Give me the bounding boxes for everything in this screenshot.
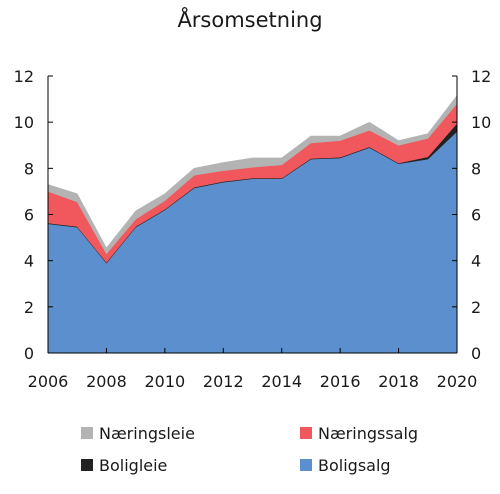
y-tick-label-left: 12 [14,67,34,86]
axes: 0 0 2 2 4 4 6 6 8 8 10 10 12 12 2006 2008 2010 2012 2014 20… [14,67,492,391]
legend-swatch-boligleie [81,459,93,471]
y-tick-label-right: 0 [471,344,481,363]
x-tick-label: 2010 [144,372,185,391]
x-tick-label: 2014 [261,372,302,391]
y-tick-label-right: 12 [471,67,491,86]
x-tick-label: 2020 [437,372,478,391]
y-tick-label-right: 6 [471,206,481,225]
stacked-areas [47,94,458,354]
x-tick-label: 2008 [86,372,127,391]
chart-title: Årsomsetning [177,6,322,32]
y-tick-label-right: 4 [471,252,481,271]
legend-label-boligsalg: Boligsalg [318,456,391,475]
legend-swatch-næringssalg [300,427,312,439]
x-tick-label: 2006 [28,372,69,391]
legend-label-boligleie: Boligleie [99,456,167,475]
legend-label-næringssalg: Næringssalg [318,424,418,443]
y-tick-label-left: 2 [24,298,34,317]
y-tick-label-left: 10 [14,113,34,132]
y-tick-label-left: 4 [24,252,34,271]
x-tick-label: 2018 [378,372,419,391]
legend: Næringsleie Næringssalg Boligleie Boligsalg [81,424,418,475]
legend-label-næringsleie: Næringsleie [99,424,195,443]
y-tick-label-right: 10 [471,113,491,132]
x-tick-label: 2012 [203,372,244,391]
legend-swatch-boligsalg [300,459,312,471]
y-tick-label-left: 8 [24,159,34,178]
legend-swatch-næringsleie [81,427,93,439]
y-tick-label-left: 6 [24,206,34,225]
x-tick-label: 2016 [320,372,361,391]
y-tick-label-right: 2 [471,298,481,317]
y-tick-label-right: 8 [471,159,481,178]
y-tick-label-left: 0 [24,344,34,363]
